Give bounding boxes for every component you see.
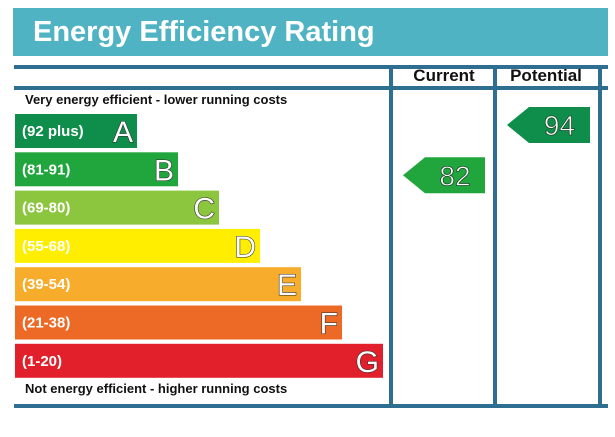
band-d: (55-68) D [15,228,260,264]
chart-frame [14,65,608,408]
potential-column-header: Potential [510,66,582,85]
title-bar: Energy Efficiency Rating [13,8,608,56]
current-rating-arrow: 82 [403,157,485,194]
potential-rating-value: 94 [544,110,575,141]
band-f: (21-38) F [15,305,342,341]
band-bar-g [15,343,383,378]
rating-bands: (92 plus) A(81-91) B(69-80) C(55-68) D(39-54… [15,114,383,379]
band-a: (92 plus) A [15,114,137,150]
band-bar-f [15,305,342,340]
band-letter: B [154,154,174,187]
potential-rating-arrow: 94 [507,107,590,143]
band-bar-e [15,267,301,302]
band-range-label: (21-38) [22,315,70,332]
top-note: Very energy efficient - lower running co… [25,92,287,107]
current-column-header: Current [413,66,475,85]
band-bar-c [15,190,219,225]
band-g: (1-20) G [15,343,383,379]
chart-title: Energy Efficiency Rating [33,16,375,48]
band-letter: A [113,116,133,149]
current-rating-value: 82 [439,160,470,191]
potential-rating-shape [507,107,590,143]
rating-arrows: 82 94 [403,107,590,194]
band-bar-a [15,114,137,148]
band-range-label: (39-54) [22,276,70,293]
band-e: (39-54) E [15,267,301,303]
band-bar-d [15,228,260,263]
band-bar-b [15,152,178,187]
band-range-label: (81-91) [22,161,70,178]
band-letter: G [356,346,379,379]
band-range-label: (1-20) [22,353,62,370]
band-c: (69-80) C [15,190,219,226]
band-range-label: (69-80) [22,200,70,217]
band-letter: C [193,193,215,226]
band-letter: D [234,231,256,264]
band-b: (81-91) B [15,152,178,188]
band-range-label: (92 plus) [22,123,84,140]
band-letter: E [277,269,297,302]
band-letter: F [320,308,338,341]
band-range-label: (55-68) [22,238,70,255]
current-rating-shape [403,157,485,194]
bottom-note: Not energy efficient - higher running co… [25,381,287,396]
